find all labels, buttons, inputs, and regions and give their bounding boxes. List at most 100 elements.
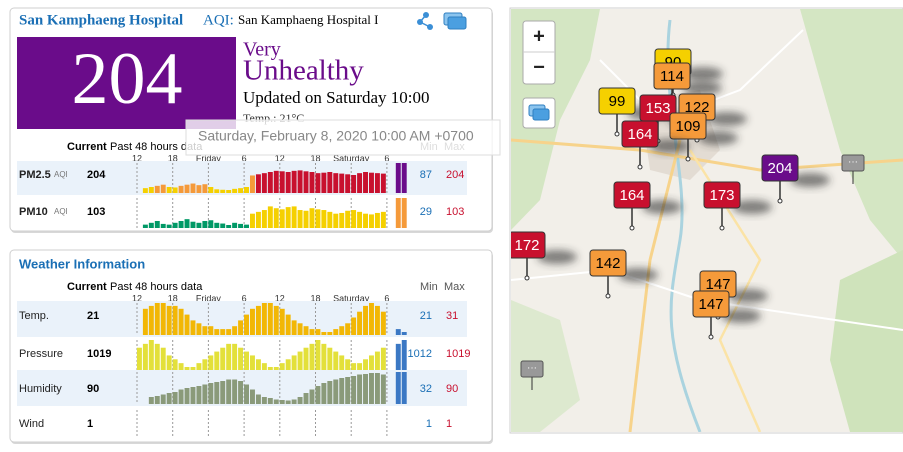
history-bar: [279, 363, 285, 370]
history-bar: [172, 359, 178, 370]
station-marker[interactable]: [703, 181, 741, 209]
history-bar: [255, 211, 261, 228]
marker-foot: [629, 225, 635, 231]
history-bar: [208, 220, 214, 228]
history-bar: [220, 329, 226, 335]
history-bar: [273, 367, 279, 370]
history-bar: [297, 351, 303, 370]
history-bar: [321, 210, 327, 228]
zoom-in[interactable]: +: [533, 25, 545, 47]
history-bar: [321, 332, 327, 335]
history-bar: [148, 222, 154, 228]
history-bar: [273, 305, 279, 335]
history-bar: [142, 308, 148, 335]
marker-foot: [708, 334, 714, 340]
history-bar: [178, 185, 184, 193]
current-bar: [401, 163, 407, 193]
time-label: 6: [242, 153, 247, 163]
history-bar: [303, 326, 309, 335]
history-bar: [226, 190, 232, 193]
zoom-out[interactable]: −: [533, 56, 545, 78]
marker-foot: [777, 198, 783, 204]
time-label: 18: [168, 153, 178, 163]
station-marker[interactable]: [669, 112, 707, 140]
marker-value: 164: [627, 126, 652, 143]
weather-panel: [9, 249, 493, 443]
history-bar: [166, 224, 172, 228]
history-bar: [357, 363, 363, 370]
column-past: Past 48 hours data: [110, 281, 203, 293]
history-bar: [250, 213, 255, 228]
marker-foot: [524, 275, 530, 281]
time-label: 12: [132, 293, 142, 303]
history-bar: [232, 343, 238, 370]
station-marker[interactable]: [613, 181, 651, 209]
station-marker[interactable]: [598, 87, 636, 115]
current-bar: [395, 163, 401, 193]
history-bar: [184, 184, 190, 193]
marker-shadow: [728, 289, 768, 303]
marker-value: 147: [698, 296, 723, 313]
history-bar: [202, 220, 208, 228]
offline-marker[interactable]: ···: [520, 360, 544, 390]
history-bar: [184, 219, 190, 228]
history-bar: [369, 373, 374, 404]
history-bar: [238, 347, 244, 370]
history-bar: [374, 373, 380, 404]
history-bar: [178, 220, 184, 228]
history-bar: [369, 303, 374, 335]
history-bar: [261, 397, 267, 404]
history-bar: [220, 223, 226, 228]
history-bar: [261, 303, 267, 335]
station-marker[interactable]: [621, 120, 659, 148]
history-bar: [202, 184, 208, 193]
history-bar: [303, 210, 309, 228]
station-marker[interactable]: [509, 231, 546, 259]
marker-shadow: [721, 309, 761, 323]
row-max: 90: [446, 383, 458, 395]
history-bar: [333, 351, 339, 370]
station-marker[interactable]: [692, 290, 730, 318]
history-bar: [184, 367, 190, 370]
history-bar: [285, 172, 291, 193]
history-bar: [339, 355, 345, 370]
station-marker[interactable]: [761, 154, 799, 182]
history-bar: [232, 379, 238, 404]
row-max: 31: [446, 310, 458, 322]
history-bar: [148, 340, 154, 370]
offline-marker[interactable]: ···: [841, 154, 865, 184]
station-marker[interactable]: [653, 62, 691, 90]
time-label: Saturday: [333, 153, 370, 163]
history-bar: [244, 187, 249, 193]
history-bar: [291, 206, 297, 228]
history-bar: [345, 323, 351, 335]
marker-shadow: [682, 81, 722, 95]
row-min: 1012: [408, 348, 432, 360]
station-marker[interactable]: [589, 249, 627, 277]
history-bar: [309, 172, 315, 193]
row-name: PM2.5: [19, 169, 51, 181]
history-bar: [363, 305, 368, 335]
row-unit: AQI: [54, 170, 68, 179]
history-bar: [244, 384, 249, 404]
history-bar: [166, 355, 172, 370]
share-icon[interactable]: [417, 12, 433, 30]
history-bar: [303, 171, 309, 193]
history-bar: [250, 308, 255, 335]
history-bar: [285, 359, 291, 370]
station-name[interactable]: San Kamphaeng Hospital: [19, 12, 183, 28]
history-bar: [136, 347, 142, 370]
layers-icon[interactable]: [443, 12, 467, 30]
marker-value: 147: [705, 276, 730, 293]
row-unit: AQI: [54, 207, 68, 216]
station-marker[interactable]: [639, 94, 677, 122]
svg-text:···: ···: [527, 363, 537, 374]
history-bar: [291, 355, 297, 370]
history-bar: [154, 303, 160, 335]
history-bar: [160, 184, 166, 193]
history-bar: [172, 187, 178, 193]
history-bar: [363, 172, 368, 193]
